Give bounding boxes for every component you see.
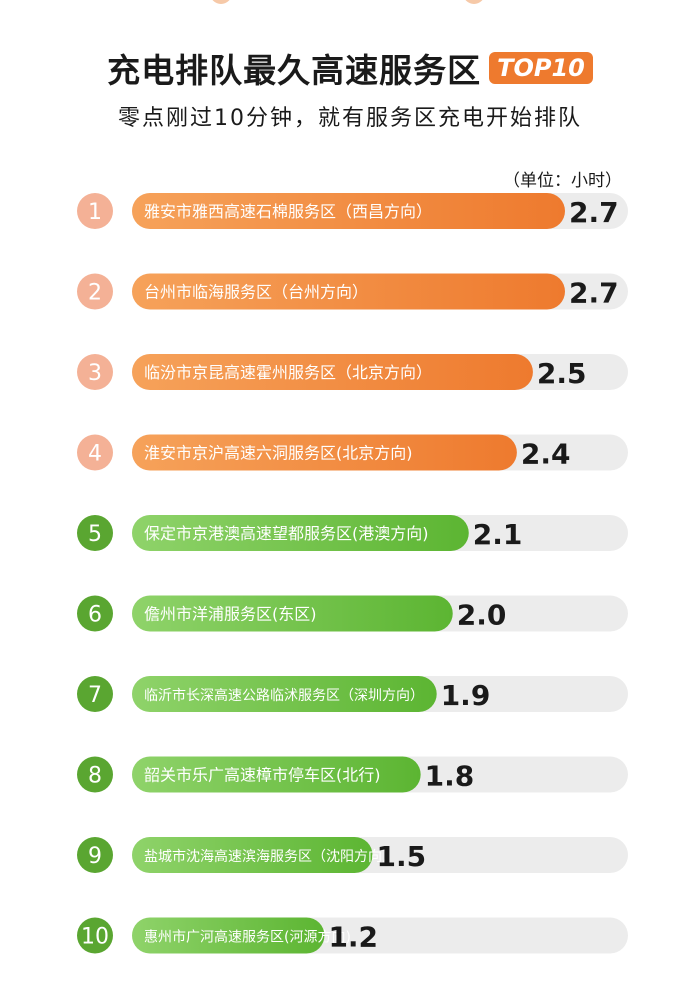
- bar-label: 淮安市京沪高速六洞服务区(北京方向): [144, 444, 413, 463]
- bar: [132, 756, 421, 793]
- rank-circle: [77, 193, 113, 229]
- top10-badge: TOP10: [489, 52, 593, 84]
- rank-number: 6: [88, 603, 102, 628]
- decoration-top-right: [463, 0, 485, 4]
- value-label: 1.9: [441, 679, 491, 712]
- rank-number: 4: [88, 442, 102, 467]
- decoration-top-left: [210, 0, 232, 4]
- rank-number: 7: [88, 683, 102, 708]
- bar-label: 盐城市沈海高速滨海服务区（沈阳方向）: [144, 848, 396, 865]
- chart-row: 5 保定市京港澳高速望都服务区(港澳方向) 2.1: [77, 515, 628, 551]
- bar: [132, 193, 565, 229]
- value-label: 2.1: [473, 518, 523, 551]
- rank-number: 3: [88, 361, 102, 386]
- value-label: 2.7: [569, 277, 619, 310]
- chart-row: 4 淮安市京沪高速六洞服务区(北京方向) 2.4: [77, 434, 628, 471]
- chart-title: 充电排队最久高速服务区: [107, 51, 482, 90]
- chart-row: 8 韶关市乐广高速樟市停车区(北行) 1.8: [77, 756, 628, 793]
- rank-number: 2: [88, 281, 102, 306]
- chart-row: 6 儋州市洋浦服务区(东区) 2.0: [77, 595, 628, 632]
- rank-number: 1: [88, 200, 102, 225]
- chart-row: 1 雅安市雅西高速石棉服务区（西昌方向） 2.7: [77, 193, 628, 229]
- value-label: 2.4: [521, 438, 571, 471]
- rank-circle: [77, 917, 113, 954]
- rank-circle: [77, 837, 113, 873]
- value-label: 2.0: [457, 599, 507, 632]
- bar-label: 保定市京港澳高速望都服务区(港澳方向): [144, 524, 429, 543]
- chart-row: 10 惠州市广河高速服务区(河源方向)1.2: [77, 917, 628, 954]
- rank-number: 5: [88, 522, 102, 547]
- rank-circle: [77, 676, 113, 712]
- value-label: 2.7: [569, 196, 619, 229]
- value-label: 1.2: [328, 921, 378, 954]
- rank-circle: [77, 515, 113, 551]
- bar-label: 儋州市洋浦服务区(东区): [144, 605, 317, 624]
- bar: [132, 273, 565, 310]
- bar: [132, 917, 325, 954]
- bar: [132, 595, 453, 632]
- rank-number: 9: [88, 844, 102, 869]
- unit-label: （单位：小时）: [503, 171, 622, 191]
- chart-row: 3 临汾市京昆高速霍州服务区（北京方向） 2.5: [77, 354, 628, 390]
- rank-circle: [77, 756, 113, 793]
- rank-circle: [77, 273, 113, 310]
- bar-label: 台州市临海服务区（台州方向）: [144, 283, 368, 302]
- bar-label: 临沂市长深高速公路临沭服务区（深圳方向）: [144, 687, 424, 704]
- bar: [132, 354, 533, 390]
- chart-row: 9 盐城市沈海高速滨海服务区（沈阳方向）1.5: [77, 837, 628, 873]
- bar-label: 惠州市广河高速服务区(河源方向): [144, 929, 351, 946]
- rank-circle: [77, 595, 113, 632]
- rank-circle: [77, 434, 113, 471]
- rank-number: 8: [88, 764, 102, 789]
- value-label: 2.5: [537, 357, 587, 390]
- bar: [132, 676, 437, 712]
- bar-label: 韶关市乐广高速樟市停车区(北行): [144, 766, 381, 785]
- chart-row: 7 临沂市长深高速公路临沭服务区（深圳方向） 1.9: [77, 676, 628, 712]
- rank-circle: [77, 354, 113, 390]
- chart-row: 2 台州市临海服务区（台州方向） 2.7: [77, 273, 628, 310]
- bar-label: 雅安市雅西高速石棉服务区（西昌方向）: [144, 202, 432, 221]
- value-label: 1.5: [377, 840, 427, 873]
- bar-label: 临汾市京昆高速霍州服务区（北京方向）: [144, 363, 432, 382]
- title-row: 充电排队最久高速服务区 TOP10: [0, 44, 700, 92]
- value-label: 1.8: [425, 760, 475, 793]
- chart-subtitle: 零点刚过10分钟，就有服务区充电开始排队: [118, 106, 582, 131]
- bar: [132, 837, 373, 873]
- bar: [132, 434, 517, 471]
- rank-number: 10: [81, 925, 109, 950]
- bar: [132, 515, 469, 551]
